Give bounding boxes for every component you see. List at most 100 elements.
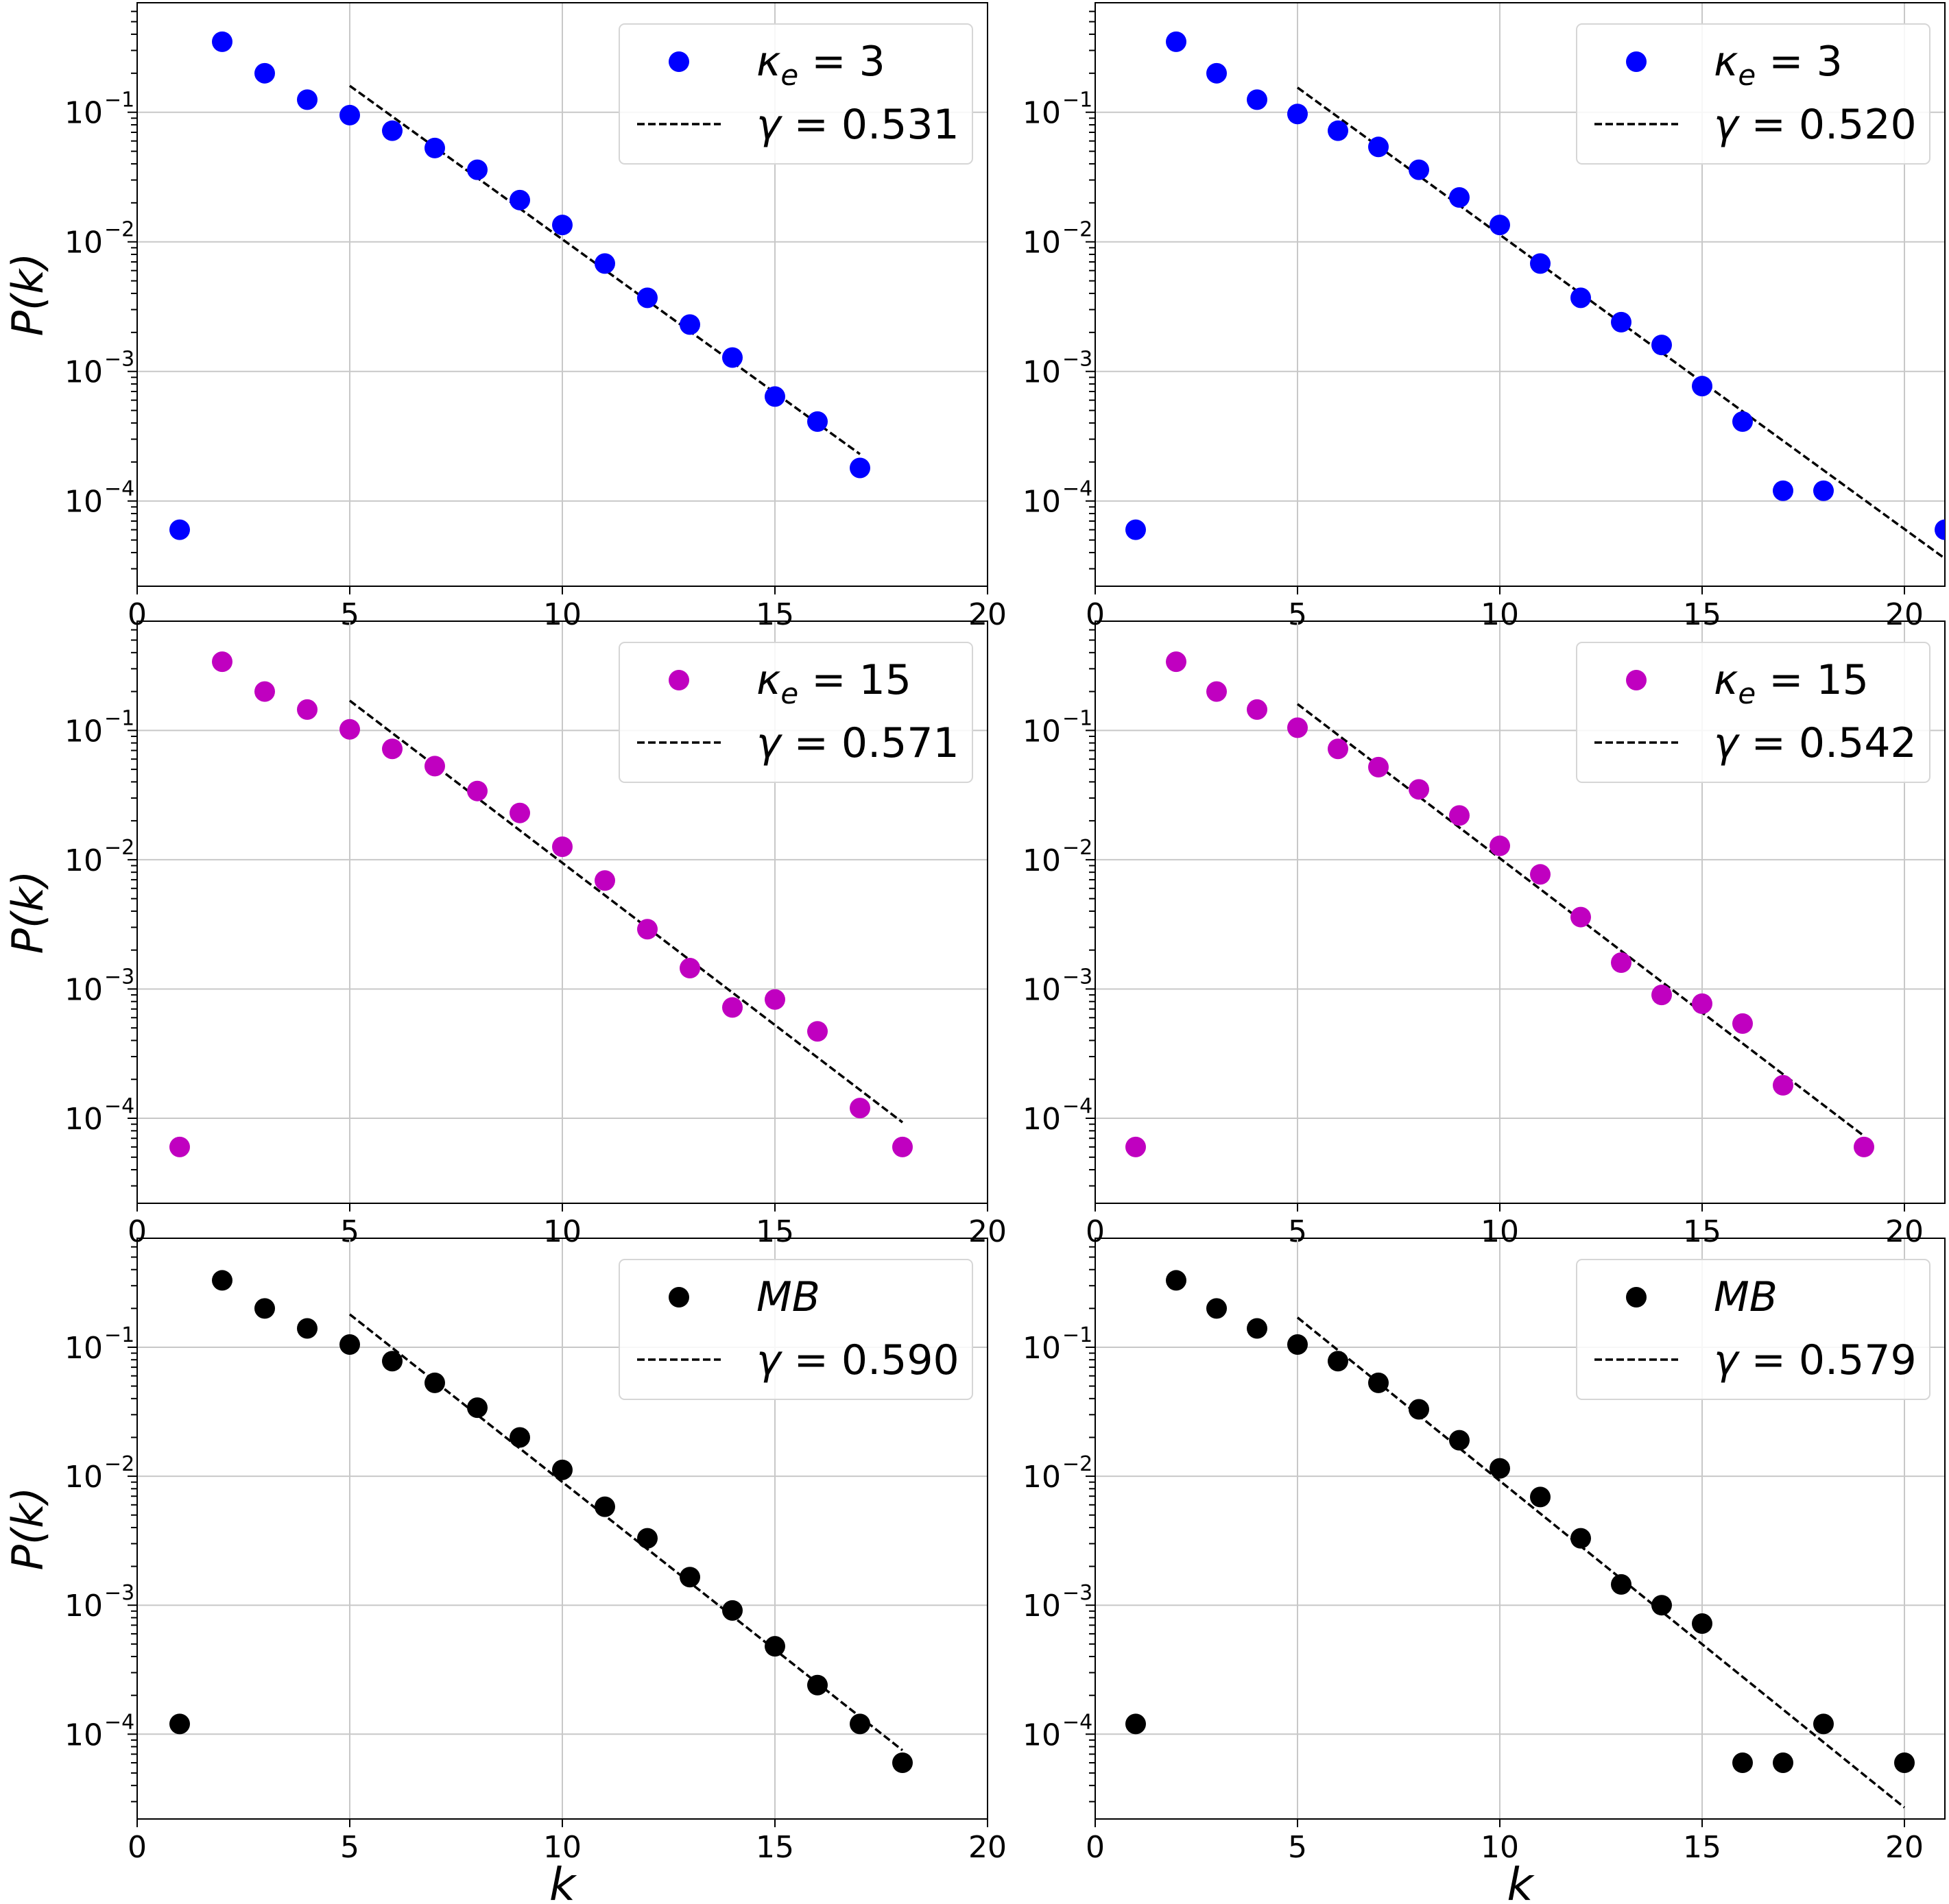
data-point <box>339 719 360 740</box>
legend-label: κe = 15 <box>756 656 911 710</box>
data-point <box>765 386 785 407</box>
y-tick-label: 10 <box>1023 1460 1061 1495</box>
data-point <box>212 651 232 673</box>
y-tick-exponent: −4 <box>104 1710 134 1734</box>
data-point <box>1611 311 1631 333</box>
plot-area <box>169 651 913 1157</box>
legend-label: γ = 0.520 <box>1714 101 1917 149</box>
data-point <box>1570 287 1591 309</box>
data-point <box>552 1459 573 1480</box>
data-point <box>467 1397 488 1419</box>
data-point <box>1732 1752 1753 1774</box>
data-point <box>1449 805 1470 826</box>
legend-label: γ = 0.590 <box>756 1336 959 1384</box>
data-point <box>1247 1318 1267 1339</box>
data-point <box>1490 835 1510 856</box>
y-tick-exponent: −4 <box>104 477 134 501</box>
y-tick-label: 10 <box>64 1718 103 1752</box>
y-tick-exponent: −2 <box>1062 218 1092 242</box>
data-point <box>637 1528 658 1549</box>
data-point <box>1935 519 1945 540</box>
data-point <box>552 836 573 857</box>
y-tick-label: 10 <box>1023 1102 1061 1137</box>
y-tick-exponent: −3 <box>104 1581 134 1605</box>
data-point <box>850 1098 870 1119</box>
legend: MB γ = 0.579 <box>1576 1259 1930 1400</box>
data-point <box>467 159 488 180</box>
data-point <box>297 89 318 110</box>
x-axis-label: k <box>1507 1858 1535 1904</box>
y-tick-label: 10 <box>1023 96 1061 131</box>
data-point <box>254 1298 275 1319</box>
data-point <box>807 1674 828 1696</box>
data-point <box>339 104 360 125</box>
y-tick-exponent: −2 <box>1062 836 1092 860</box>
x-tick-label: 0 <box>1086 1830 1105 1865</box>
data-point <box>1328 738 1348 760</box>
data-point <box>1206 681 1227 702</box>
data-point <box>1166 1270 1186 1291</box>
data-point <box>1570 1528 1591 1549</box>
y-tick-label: 10 <box>64 714 103 749</box>
legend: κe = 3 γ = 0.531 <box>619 23 973 165</box>
data-point <box>595 1496 615 1517</box>
data-point <box>1732 411 1753 432</box>
data-point <box>1570 906 1591 928</box>
data-point <box>850 457 870 479</box>
data-point <box>1651 335 1672 356</box>
legend-frame <box>1576 23 1930 165</box>
y-tick-exponent: −3 <box>1062 1581 1092 1605</box>
y-tick-label: 10 <box>1023 1589 1061 1624</box>
data-point <box>1530 864 1551 885</box>
data-point <box>1328 1351 1348 1372</box>
axes-frame <box>1095 620 1946 1204</box>
y-tick-label: 10 <box>1023 355 1061 390</box>
y-tick-label: 10 <box>1023 972 1061 1007</box>
x-tick-label: 15 <box>756 1830 794 1865</box>
data-point <box>510 802 530 823</box>
data-point <box>1692 993 1712 1014</box>
legend-frame <box>619 1259 973 1400</box>
legend-label: γ = 0.542 <box>1714 719 1917 767</box>
x-axis-label: k <box>549 1858 577 1904</box>
x-tick-label: 10 <box>1481 1830 1519 1865</box>
data-point <box>382 738 403 760</box>
data-point <box>765 989 785 1010</box>
data-point <box>892 1136 913 1157</box>
axes-frame <box>1095 1238 1946 1820</box>
y-tick-label: 10 <box>1023 226 1061 261</box>
data-point <box>680 314 700 335</box>
y-tick-label: 10 <box>1023 843 1061 878</box>
data-point <box>1328 120 1348 141</box>
legend-label: MB <box>1714 1273 1778 1321</box>
x-tick-label: 5 <box>340 1830 359 1865</box>
legend-frame <box>619 23 973 165</box>
data-point <box>1490 1458 1510 1479</box>
data-point <box>169 1136 190 1157</box>
legend-marker <box>1626 51 1647 72</box>
data-point <box>807 411 828 432</box>
plot-area <box>1125 31 1945 559</box>
data-point <box>1773 1074 1793 1096</box>
y-tick-exponent: −2 <box>104 836 134 860</box>
y-tick-exponent: −2 <box>104 218 134 242</box>
y-tick-label: 10 <box>1023 1331 1061 1366</box>
y-tick-exponent: −4 <box>1062 1094 1092 1118</box>
data-point <box>1287 717 1308 738</box>
legend: MB γ = 0.590 <box>619 1259 973 1400</box>
legend-label: κe = 15 <box>1714 656 1869 710</box>
y-tick-exponent: −1 <box>1062 706 1092 730</box>
data-point <box>1409 159 1429 180</box>
legend-marker <box>669 51 689 72</box>
data-point <box>850 1713 870 1735</box>
plot-area <box>1125 1270 1915 1809</box>
data-point <box>1247 89 1267 110</box>
y-tick-exponent: −2 <box>104 1452 134 1476</box>
y-tick-exponent: −2 <box>1062 1452 1092 1476</box>
fit-line <box>348 1313 904 1752</box>
y-tick-label: 10 <box>64 1331 103 1366</box>
axes-frame <box>1095 2 1946 587</box>
data-point <box>1773 1752 1793 1774</box>
